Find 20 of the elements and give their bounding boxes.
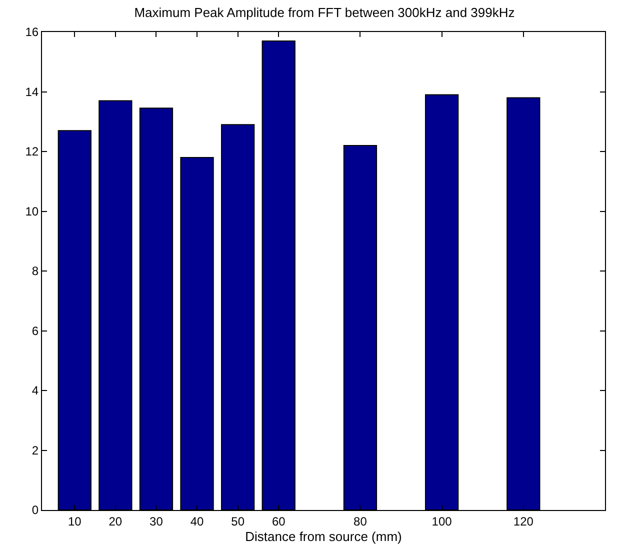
y-tick-label: 14 [25,84,39,99]
x-tick-label: 60 [272,514,286,528]
y-tick-label: 2 [32,443,39,458]
x-tick-label: 100 [432,514,452,528]
y-tick-label: 10 [25,204,39,218]
x-tick-label: 10 [68,514,82,528]
y-tick-label: 16 [25,25,39,40]
y-tick-label: 4 [32,384,39,398]
y-tick-label: 12 [25,144,39,159]
x-tick-label: 40 [190,514,204,528]
x-tick-label: 30 [150,514,164,528]
x-tick-label: 20 [108,514,122,528]
x-tick-label: 80 [354,514,368,528]
x-tick-label: 120 [513,514,534,528]
x-axis-title: Distance from source (mm) [245,529,402,544]
y-tick-label: 0 [32,503,39,518]
x-tick-label: 50 [231,514,245,528]
y-tick-label: 8 [32,264,39,278]
y-tick-label: 6 [32,324,39,338]
chart-title: Maximum Peak Amplitude from FFT between 300kHz and 399kHz [134,5,515,20]
